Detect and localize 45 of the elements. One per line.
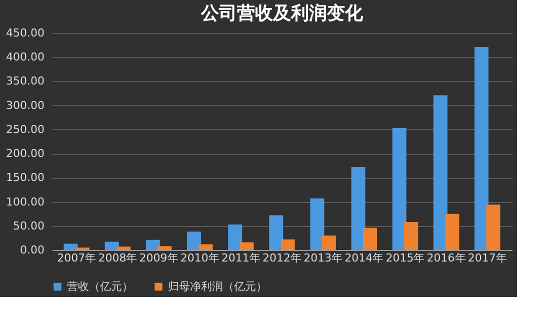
bar (104, 242, 119, 250)
x-tick-label: 2017年 (468, 252, 507, 264)
bar (433, 95, 448, 250)
bar (64, 244, 78, 250)
x-tick-label: 2008年 (98, 252, 138, 264)
bar (351, 167, 366, 250)
x-tick-label: 2014年 (344, 252, 384, 264)
bar (310, 198, 324, 250)
legend-label: 营收（亿元） (67, 280, 133, 293)
y-tick-label: 150.00 (6, 171, 44, 184)
bar (228, 224, 242, 250)
y-tick-label: 350.00 (6, 74, 44, 88)
bar (186, 232, 201, 250)
bar (363, 228, 378, 250)
x-tick-label: 2007年 (57, 252, 96, 264)
y-tick-label: 400.00 (6, 50, 44, 64)
bar (404, 222, 418, 250)
bar (198, 244, 213, 250)
legend-label: 归母净利润（亿元） (168, 280, 267, 293)
y-tick-label: 300.00 (6, 98, 44, 112)
y-tick-label: 50.00 (13, 219, 44, 232)
y-tick-label: 0.00 (20, 244, 44, 256)
y-tick-label: 250.00 (6, 122, 44, 136)
y-tick-label: 100.00 (6, 195, 44, 208)
x-tick-label: 2011年 (221, 252, 260, 264)
bar (445, 214, 460, 250)
bar (474, 46, 488, 250)
x-tick-label: 2015年 (386, 252, 425, 264)
chart-title: 公司营收及利润变化 (200, 3, 364, 24)
bar (280, 239, 295, 250)
x-tick-label: 2012年 (262, 252, 302, 264)
x-tick-label: 2013年 (304, 252, 343, 264)
x-tick-label: 2010年 (180, 252, 220, 264)
bar (486, 204, 500, 250)
bar (322, 236, 336, 250)
y-tick-label: 200.00 (6, 147, 44, 160)
y-tick-label: 450.00 (6, 26, 44, 40)
bar (392, 128, 406, 250)
x-tick-label: 2016年 (426, 252, 466, 264)
bar (116, 246, 131, 250)
bar (269, 215, 284, 250)
bar (158, 246, 172, 250)
bar (240, 242, 254, 250)
x-tick-label: 2009年 (139, 252, 178, 264)
bar (146, 240, 160, 250)
